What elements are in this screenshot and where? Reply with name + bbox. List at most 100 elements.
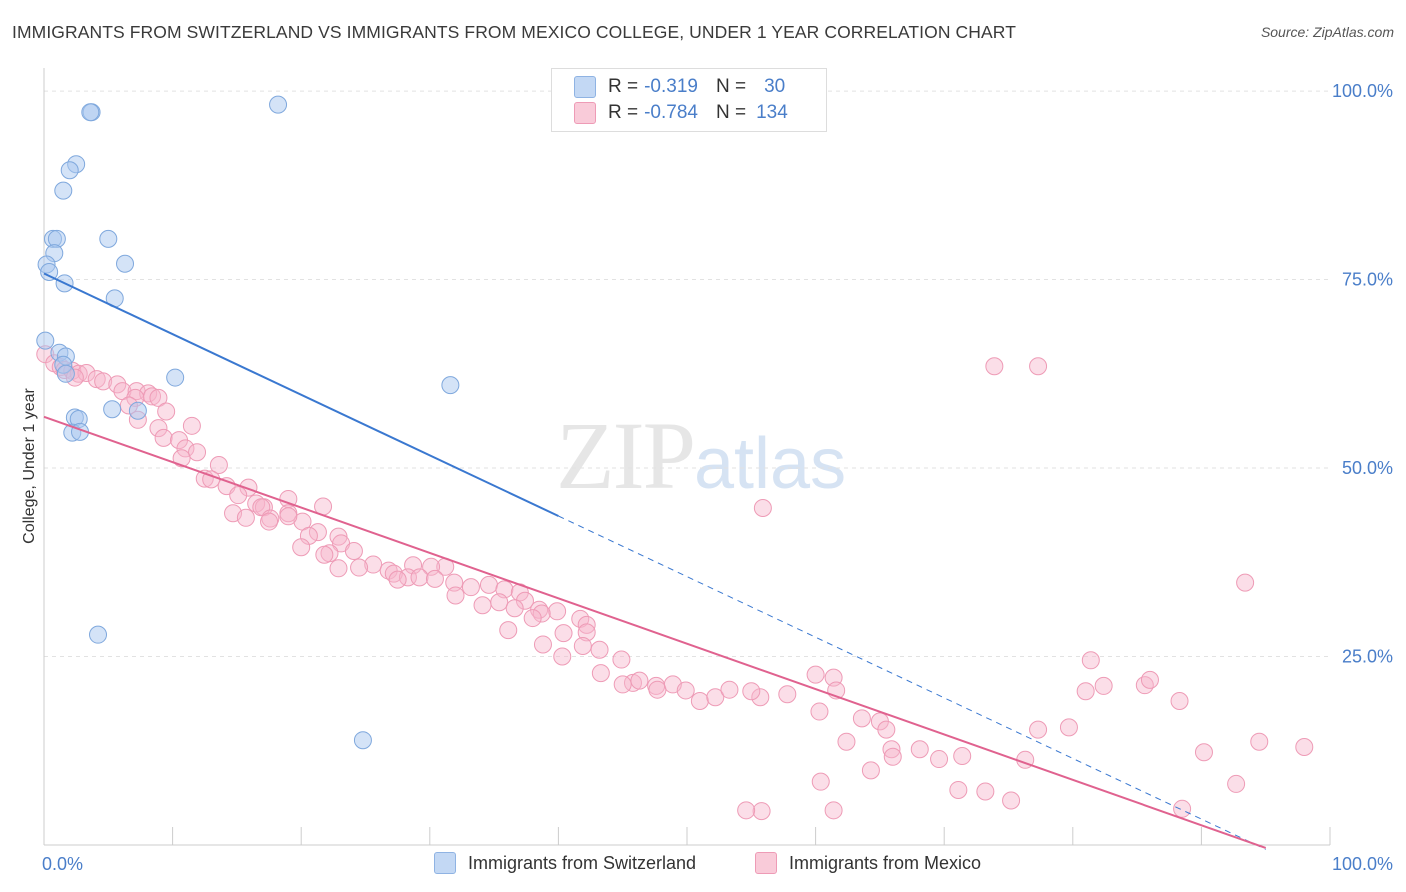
mexico-point [388, 570, 407, 589]
mexico-point [1094, 676, 1113, 695]
mexico-point [260, 512, 279, 531]
mexico-point [1170, 692, 1189, 711]
mexico-point [499, 621, 518, 640]
axes [43, 68, 1331, 846]
switzerland-point [89, 625, 108, 644]
mexico-point [949, 780, 968, 799]
mexico-point [1135, 676, 1154, 695]
switzerland-point [36, 331, 55, 350]
mexico-point [883, 747, 902, 766]
mexico-point [590, 640, 609, 659]
switzerland-point [353, 731, 372, 750]
mexico-points [36, 345, 1314, 821]
mexico-point [548, 602, 567, 621]
chart-title: IMMIGRANTS FROM SWITZERLAND VS IMMIGRANT… [12, 22, 1016, 42]
mexico-point [877, 720, 896, 739]
legend-r-value: -0.319 [644, 76, 698, 97]
mexico-point [676, 681, 695, 700]
mexico-point [445, 573, 464, 592]
mexico-point [154, 428, 173, 447]
switzerland-point [103, 400, 122, 419]
mexico-point [77, 364, 96, 383]
switzerland-point [128, 401, 147, 420]
mexico-point [523, 609, 542, 628]
legend-r-label: R = [608, 76, 639, 97]
mexico-point [461, 578, 480, 597]
mexico-point [515, 591, 534, 610]
y-tick-label: 100.0% [1332, 81, 1393, 101]
mexico-point [532, 604, 551, 623]
mexico-point [261, 509, 280, 528]
legend-n-value: 134 [756, 102, 788, 123]
trendlines [43, 272, 1267, 850]
mexico-point [1250, 732, 1269, 751]
mexico-point [479, 575, 498, 594]
bottom-swatch-switzerland [434, 852, 456, 874]
watermark-zip: ZIP [556, 402, 696, 509]
switzerland-point [81, 103, 100, 122]
legend-r-value: -0.784 [644, 102, 698, 123]
switzerland-point [116, 254, 135, 273]
mexico-point [706, 688, 725, 707]
mexico-point [852, 709, 871, 728]
mexico-point [811, 772, 830, 791]
mexico-point [591, 664, 610, 683]
mexico-point [1173, 799, 1192, 818]
mexico-point [751, 688, 770, 707]
mexico-point [630, 671, 649, 690]
mexico-trendline [43, 415, 1267, 849]
switzerland-point [40, 263, 59, 282]
legend-n-label: N = [715, 76, 747, 97]
mexico-point [648, 680, 667, 699]
mexico-point [554, 624, 573, 643]
y-tick-label: 75.0% [1342, 270, 1393, 290]
mexico-point [329, 527, 348, 546]
mexico-point [1029, 357, 1048, 376]
mexico-point [976, 782, 995, 801]
mexico-point [953, 747, 972, 766]
switzerland-points [36, 95, 460, 750]
mexico-point [1059, 718, 1078, 737]
mexico-point [279, 507, 298, 526]
mexico-point [533, 635, 552, 654]
switzerland-point [99, 229, 118, 248]
mexico-point [350, 558, 369, 577]
mexico-point [612, 650, 631, 669]
mexico-point [422, 557, 441, 576]
switzerland-trendline-extension [558, 515, 1266, 850]
mexico-point [1194, 743, 1213, 762]
switzerland-point [269, 95, 288, 114]
mexico-point [149, 388, 168, 407]
mexico-point [861, 761, 880, 780]
legend-swatch-switzerland [574, 76, 596, 98]
bottom-legend-mexico: Immigrants from Mexico [755, 852, 981, 874]
watermark-atlas: atlas [694, 424, 847, 504]
switzerland-trendline [43, 272, 559, 517]
mexico-point [236, 508, 255, 527]
mexico-point [182, 416, 201, 435]
mexico-point [753, 498, 772, 517]
x-tick-label: 0.0% [42, 854, 83, 874]
mexico-point [410, 568, 429, 587]
mexico-point [573, 636, 592, 655]
mexico-point [613, 675, 632, 694]
mexico-point [930, 750, 949, 769]
mexico-point [553, 647, 572, 666]
mexico-point [1140, 670, 1159, 689]
legend-row-mexico: R = -0.784 N = 134 [574, 101, 788, 125]
mexico-point [209, 456, 228, 475]
mexico-point [577, 615, 596, 634]
mexico-point [308, 523, 327, 542]
legend-row-switzerland: R = -0.319 N = 30 [574, 75, 785, 99]
mexico-point [1236, 573, 1255, 592]
switzerland-point [56, 364, 75, 383]
gridlines [44, 90, 1330, 658]
mexico-point [379, 561, 398, 580]
mexico-point [752, 802, 771, 821]
mexico-point [810, 702, 829, 721]
tick-labels: 25.0% 50.0% 75.0% 100.0% 0.0% 100.0% [42, 81, 1393, 874]
mexico-point [157, 402, 176, 421]
mexico-point [910, 740, 929, 759]
mexico-point [239, 478, 258, 497]
bottom-legend-label: Immigrants from Mexico [789, 852, 982, 873]
